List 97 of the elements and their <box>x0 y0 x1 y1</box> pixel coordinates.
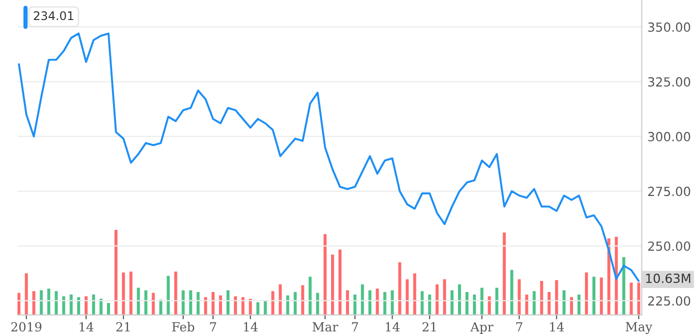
bar <box>436 284 439 315</box>
bar <box>204 297 208 315</box>
bar <box>271 291 274 315</box>
bar <box>510 270 514 315</box>
bar <box>525 294 528 315</box>
bar <box>212 292 215 315</box>
bar <box>600 278 603 315</box>
bar <box>630 282 633 315</box>
bar <box>47 288 50 315</box>
x-tick-label: 7 <box>352 322 358 332</box>
bar <box>428 294 432 315</box>
bar <box>144 290 148 315</box>
bar <box>353 294 356 315</box>
bar <box>316 292 320 315</box>
bar <box>570 297 574 315</box>
bar <box>548 292 551 315</box>
bar <box>540 280 544 315</box>
bar <box>338 249 342 315</box>
bar <box>562 290 566 315</box>
bar <box>360 284 364 315</box>
bar <box>174 272 178 315</box>
x-tick-label: 14 <box>80 322 94 332</box>
text: 10.63M <box>646 274 690 284</box>
bar <box>324 234 327 315</box>
bar <box>189 290 192 315</box>
bar <box>278 284 282 315</box>
x-tick-label: 14 <box>550 322 564 332</box>
bar <box>32 291 36 315</box>
bar <box>196 292 200 315</box>
bar <box>532 291 536 315</box>
bar <box>24 273 28 315</box>
x-tick-label: 2019 <box>11 322 42 332</box>
x-tick-label: 7 <box>516 322 522 332</box>
y-tick-label: 275.00 <box>648 186 690 196</box>
bar <box>107 303 110 315</box>
bar <box>264 300 267 315</box>
x-tick-label: 14 <box>386 322 400 332</box>
bar <box>294 292 297 315</box>
bar <box>182 290 185 315</box>
y-tick-label: 350.00 <box>648 22 690 32</box>
bar <box>420 291 424 315</box>
bar <box>458 284 461 315</box>
x-tick-label: Feb <box>172 322 194 332</box>
bar <box>256 302 260 315</box>
bar <box>136 288 140 315</box>
bar <box>584 272 588 315</box>
bar <box>92 294 96 315</box>
bar <box>406 279 409 315</box>
bar <box>331 254 334 315</box>
bar <box>622 257 626 315</box>
bar <box>480 288 484 315</box>
bar <box>219 295 222 315</box>
bar <box>54 291 58 315</box>
bar <box>77 297 80 315</box>
y-tick-label: 225.00 <box>648 296 690 306</box>
x-tick-label: Apr <box>470 322 494 334</box>
line-series <box>18 32 640 282</box>
bar <box>413 273 416 315</box>
bar <box>376 288 379 315</box>
bar <box>226 290 230 315</box>
annotation: 234.01 <box>34 11 74 20</box>
bar <box>17 292 20 315</box>
bar <box>592 276 596 315</box>
bar <box>443 279 446 315</box>
bar <box>129 272 132 315</box>
bar <box>577 294 580 315</box>
bar <box>450 290 454 315</box>
bar <box>122 272 125 315</box>
y-tick-label: 300.00 <box>648 132 690 142</box>
bar <box>70 294 73 315</box>
bar <box>555 280 558 315</box>
bar <box>368 290 372 315</box>
bar <box>502 232 506 315</box>
bar <box>114 230 118 315</box>
x-tick-label: 7 <box>210 322 216 332</box>
bar <box>495 288 498 315</box>
bar <box>308 276 312 315</box>
y-tick-label: 250.00 <box>648 241 690 251</box>
y-tick-label: 325.00 <box>648 77 690 87</box>
bar <box>390 290 394 315</box>
bar <box>472 294 476 315</box>
bar <box>241 297 244 315</box>
bar <box>286 295 290 315</box>
bar <box>518 279 521 315</box>
bar <box>637 282 640 315</box>
bar <box>40 290 43 315</box>
x-tick-label: Mar <box>312 322 338 332</box>
x-tick-label: 21 <box>422 322 436 332</box>
bar <box>383 292 386 315</box>
bar <box>614 236 618 315</box>
bar <box>346 290 349 315</box>
x-tick-label: May <box>626 322 652 334</box>
bar <box>465 292 468 315</box>
x-tick-label: 14 <box>244 322 258 332</box>
bar <box>152 292 155 315</box>
x-tick-label: 21 <box>116 322 130 332</box>
bar <box>301 285 304 315</box>
